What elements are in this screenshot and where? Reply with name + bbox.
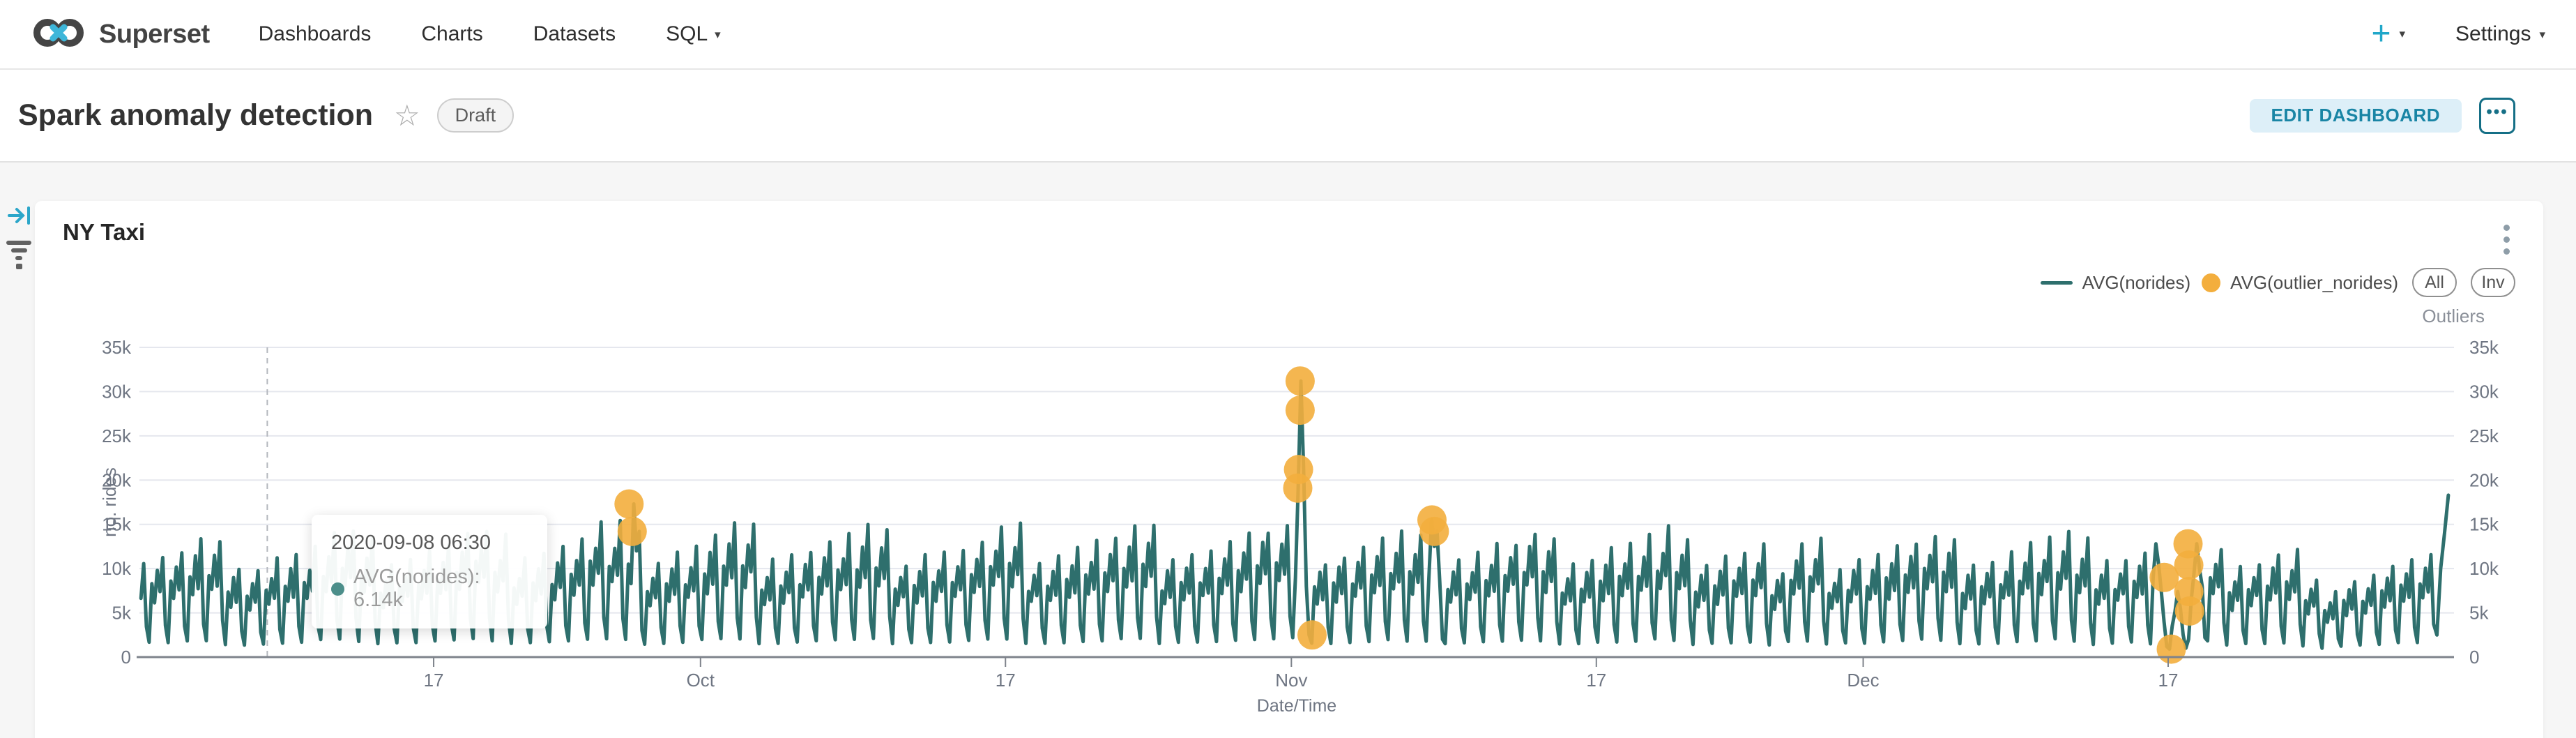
caret-down-icon: ▾ bbox=[715, 27, 721, 41]
outlier-point[interactable] bbox=[617, 516, 647, 546]
y-tick-label-right: 5k bbox=[2469, 603, 2489, 624]
chart-legend: AVG(norides) AVG(outlier_norides) All In… bbox=[2040, 268, 2515, 297]
outlier-point[interactable] bbox=[614, 489, 644, 519]
x-tick-label: Oct bbox=[687, 670, 715, 691]
outlier-point[interactable] bbox=[2156, 634, 2186, 664]
outlier-point[interactable] bbox=[1419, 516, 1449, 546]
superset-brand[interactable]: Superset bbox=[31, 15, 210, 54]
legend-item-outlier-norides[interactable]: AVG(outlier_norides) bbox=[2202, 272, 2398, 294]
x-tick-label: 17 bbox=[2158, 670, 2179, 691]
outlier-dot-icon bbox=[2202, 273, 2221, 292]
filter-icon[interactable] bbox=[6, 241, 32, 269]
x-tick-label: 17 bbox=[996, 670, 1016, 691]
nav-links: Dashboards Charts Datasets SQL ▾ bbox=[259, 22, 721, 46]
status-badge: Draft bbox=[436, 98, 515, 133]
line-swatch-icon bbox=[2040, 280, 2073, 285]
outlier-point[interactable] bbox=[1283, 473, 1313, 503]
ellipsis-icon: ••• bbox=[2486, 102, 2508, 121]
outlier-point[interactable] bbox=[2174, 550, 2204, 580]
chart-card: NY Taxi AVG(norides) AVG(outlier_norides… bbox=[35, 201, 2543, 738]
x-tick-label: Dec bbox=[1847, 670, 1879, 691]
tooltip-datetime: 2020-09-08 06:30 bbox=[331, 532, 491, 554]
tooltip-value: AVG(norides): 6.14k bbox=[353, 566, 480, 611]
x-tick-label: 17 bbox=[424, 670, 444, 691]
edit-dashboard-button[interactable]: EDIT DASHBOARD bbox=[2249, 98, 2462, 133]
x-tick-label: 17 bbox=[1586, 670, 1606, 691]
outliers-inv-button[interactable]: Inv bbox=[2471, 268, 2515, 297]
caret-down-icon: ▾ bbox=[2539, 27, 2545, 41]
y-tick-label-left: 0 bbox=[121, 647, 131, 668]
y-tick-label-left: 25k bbox=[102, 426, 132, 446]
y-tick-label-left: 5k bbox=[112, 603, 132, 624]
nav-item-charts[interactable]: Charts bbox=[421, 22, 483, 45]
dashboard-content: NY Taxi AVG(norides) AVG(outlier_norides… bbox=[0, 163, 2576, 738]
series-dot-icon bbox=[331, 582, 344, 596]
y-tick-label-right: 10k bbox=[2469, 558, 2499, 579]
superset-logo-icon bbox=[31, 15, 86, 54]
plus-icon: + bbox=[2371, 15, 2391, 52]
y-tick-label-right: 20k bbox=[2469, 469, 2499, 490]
y-tick-label-right: 25k bbox=[2469, 426, 2499, 446]
outliers-all-button[interactable]: All bbox=[2412, 268, 2457, 297]
outlier-point[interactable] bbox=[1297, 620, 1327, 650]
y-tick-label-left: 30k bbox=[102, 381, 132, 402]
dashboard-header: Spark anomaly detection ☆ Draft EDIT DAS… bbox=[0, 70, 2576, 163]
y-tick-label-left: 20k bbox=[102, 469, 132, 490]
outlier-point[interactable] bbox=[2173, 529, 2203, 559]
brand-name: Superset bbox=[99, 19, 210, 49]
chart-tooltip: 2020-09-08 06:30 AVG(norides): 6.14k bbox=[312, 515, 547, 628]
expand-filter-bar-icon[interactable] bbox=[7, 204, 33, 230]
outliers-caption: Outliers bbox=[2422, 306, 2485, 326]
y-tick-label-right: 15k bbox=[2469, 514, 2499, 535]
y-tick-label-right: 35k bbox=[2469, 337, 2499, 358]
chart-title: NY Taxi bbox=[63, 219, 145, 245]
more-options-button[interactable]: ••• bbox=[2479, 97, 2515, 134]
new-item-button[interactable]: + ▾ bbox=[2371, 15, 2406, 52]
caret-down-icon: ▾ bbox=[2399, 27, 2406, 41]
y-tick-label-right: 30k bbox=[2469, 381, 2499, 402]
nav-item-dashboards[interactable]: Dashboards bbox=[258, 22, 372, 45]
outlier-point[interactable] bbox=[1285, 366, 1315, 396]
settings-menu[interactable]: Settings ▾ bbox=[2455, 22, 2545, 45]
x-axis-title: Date/Time bbox=[1257, 696, 1336, 716]
y-tick-label-right: 0 bbox=[2469, 647, 2479, 668]
outlier-point[interactable] bbox=[2149, 562, 2179, 592]
nav-item-datasets[interactable]: Datasets bbox=[533, 22, 616, 45]
x-tick-label: Nov bbox=[1275, 670, 1307, 691]
y-tick-label-left: 10k bbox=[102, 558, 132, 579]
navbar: Superset Dashboards Charts Datasets SQL … bbox=[0, 0, 2576, 70]
y-axis-title: no. rides bbox=[99, 467, 120, 537]
nav-item-sql[interactable]: SQL ▾ bbox=[666, 22, 721, 45]
y-tick-label-left: 35k bbox=[102, 337, 132, 358]
legend-item-norides[interactable]: AVG(norides) bbox=[2040, 272, 2190, 294]
outlier-point[interactable] bbox=[2174, 596, 2204, 626]
outlier-point[interactable] bbox=[1285, 396, 1315, 426]
favorite-star-icon[interactable]: ☆ bbox=[394, 98, 420, 132]
y-tick-label-left: 15k bbox=[102, 514, 132, 535]
page-title: Spark anomaly detection bbox=[18, 98, 373, 132]
chart-kebab-menu-icon[interactable] bbox=[2499, 220, 2514, 259]
